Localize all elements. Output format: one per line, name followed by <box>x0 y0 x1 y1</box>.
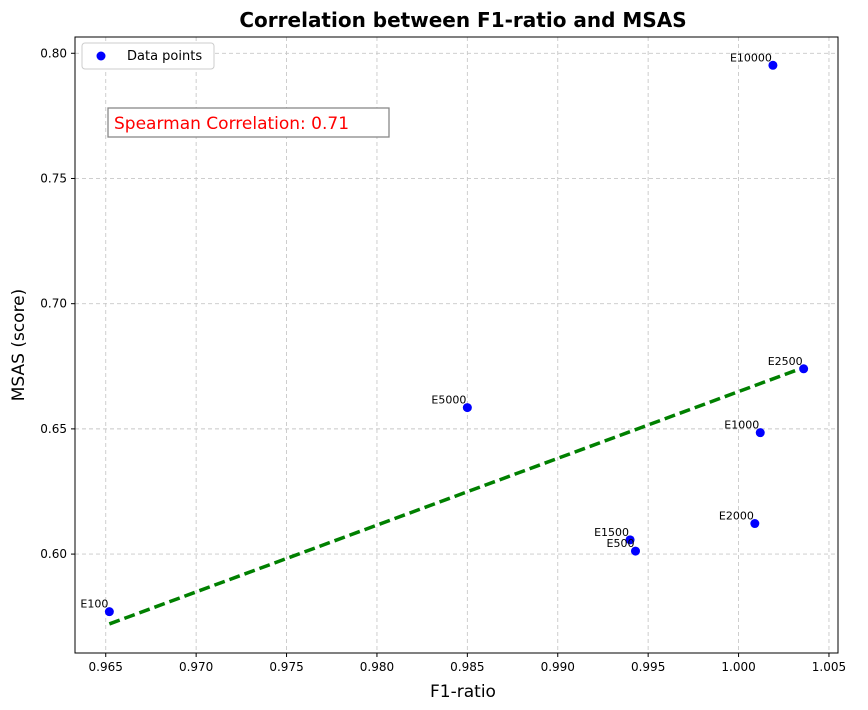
point-labels-layer: E100 E500 E1000 E1500 E2000 E2500 E5000 E10000 <box>80 51 802 610</box>
annotation-box <box>107 107 390 138</box>
annotation-text: Spearman Correlation: 0.71 <box>114 114 349 134</box>
data-point <box>750 519 760 529</box>
x-ticks: 0.965 0.970 0.975 0.980 0.985 0.990 0.995 1.000… <box>89 653 846 674</box>
y-tick-label: 0.70 <box>40 297 67 311</box>
x-tick-label: 1.005 <box>812 660 846 674</box>
data-point <box>630 546 640 556</box>
legend-marker <box>96 51 106 61</box>
data-point <box>755 428 765 438</box>
point-label: E500 <box>607 537 635 550</box>
y-axis-label: MSAS (score) <box>9 289 29 402</box>
y-tick-label: 0.80 <box>40 46 67 60</box>
x-axis-label: F1-ratio <box>430 682 496 702</box>
data-point <box>462 403 472 413</box>
trend-line <box>108 365 805 626</box>
point-label: E100 <box>80 598 108 611</box>
x-tick-label: 0.980 <box>360 660 394 674</box>
point-label: E10000 <box>730 51 772 64</box>
x-tick-label: 0.970 <box>179 660 213 674</box>
y-ticks: 0.60 0.65 0.70 0.75 0.80 <box>40 46 75 561</box>
y-tick-label: 0.75 <box>40 171 67 185</box>
x-tick-label: 0.965 <box>89 660 123 674</box>
legend-box <box>81 42 215 70</box>
x-tick-label: 0.995 <box>631 660 665 674</box>
legend-label: Data points <box>127 49 202 64</box>
point-label: E1000 <box>724 419 759 432</box>
data-point <box>768 60 778 70</box>
legend: Data points <box>81 42 215 70</box>
x-tick-label: 0.990 <box>541 660 575 674</box>
trend-line-layer <box>108 365 805 626</box>
y-tick-label: 0.65 <box>40 422 67 436</box>
data-point <box>104 607 114 617</box>
point-label: E2500 <box>768 355 803 368</box>
annotation: Spearman Correlation: 0.71 <box>107 107 390 138</box>
x-tick-label: 0.985 <box>450 660 484 674</box>
y-tick-label: 0.60 <box>40 547 67 561</box>
point-label: E5000 <box>431 394 466 407</box>
points-layer <box>104 60 809 617</box>
x-tick-label: 0.975 <box>269 660 303 674</box>
point-label: E2000 <box>719 510 754 523</box>
data-point <box>625 535 635 545</box>
x-tick-label: 1.000 <box>721 660 755 674</box>
plot-frame <box>74 36 839 654</box>
chart-title: Correlation between F1-ratio and MSAS <box>239 8 686 32</box>
data-point <box>799 364 809 374</box>
point-label: E1500 <box>594 526 629 539</box>
